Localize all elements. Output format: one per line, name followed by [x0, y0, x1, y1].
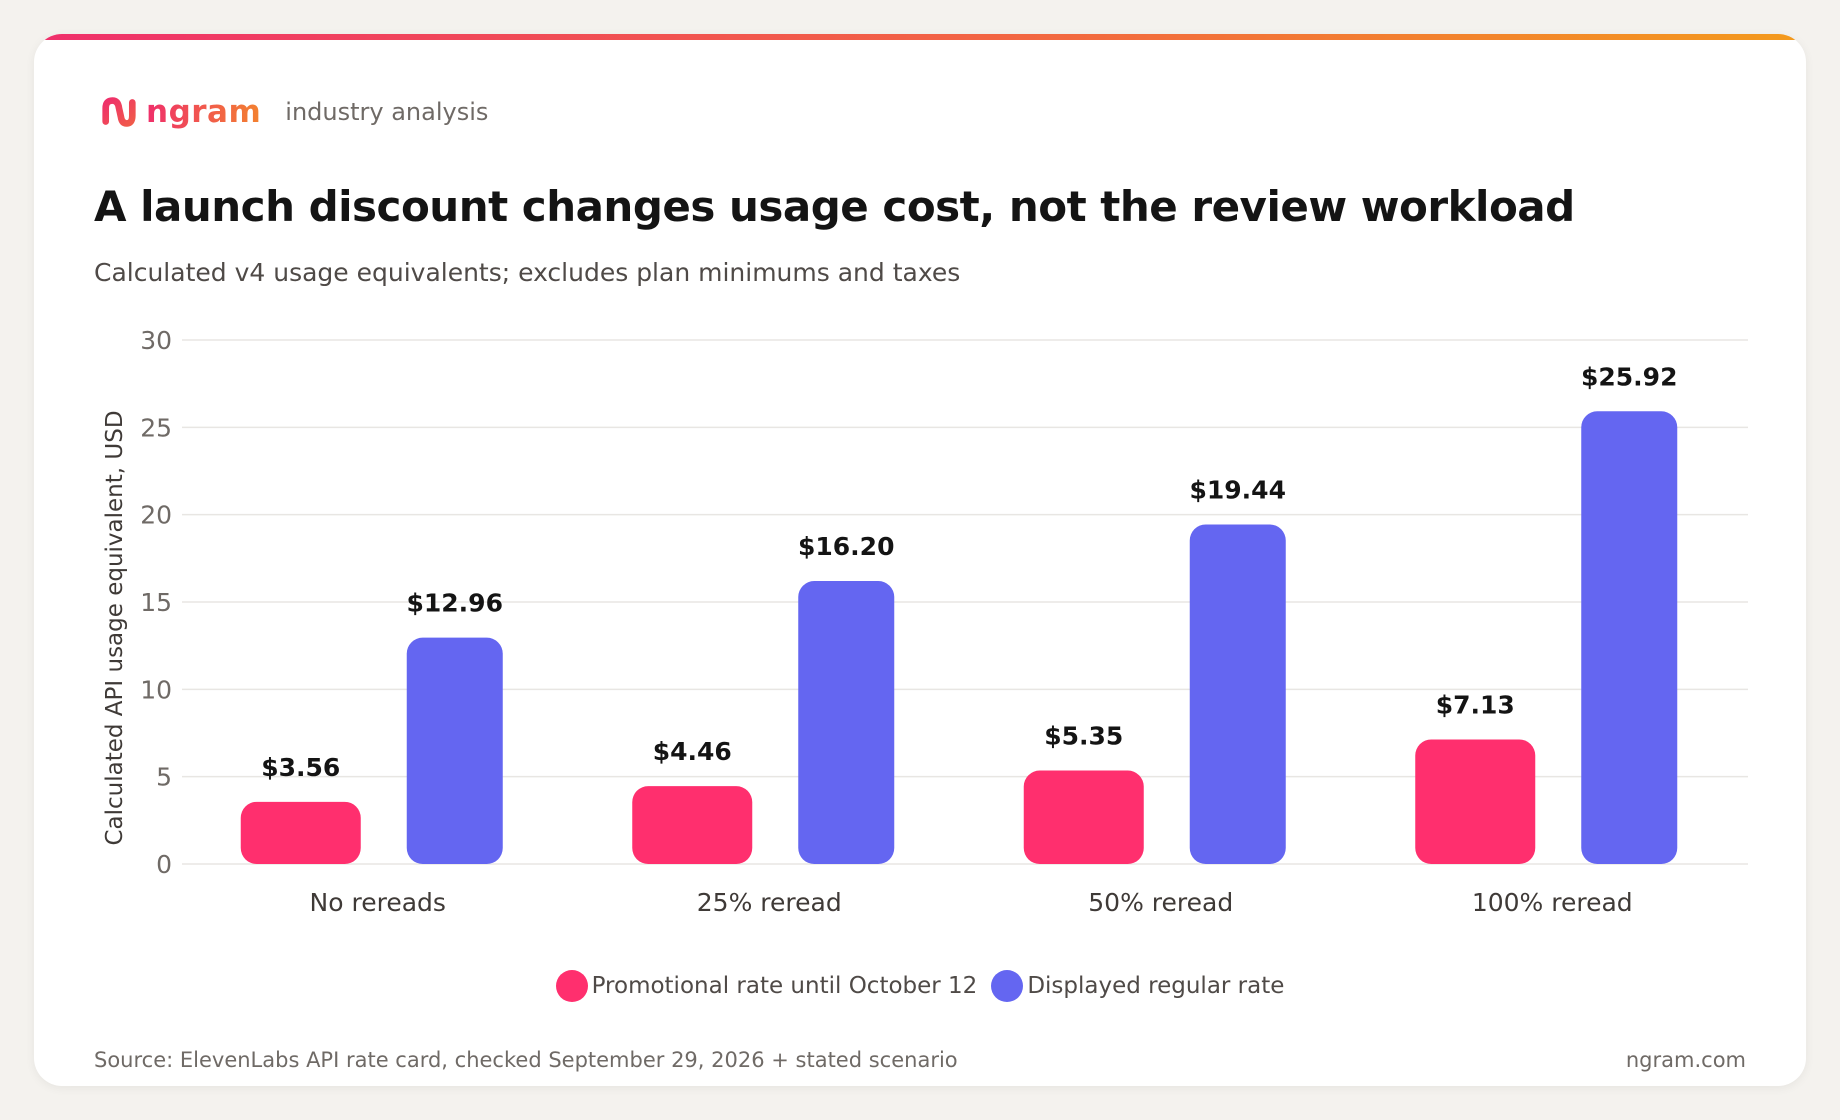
y-tick-label: 10	[140, 675, 172, 704]
brand-tag: industry analysis	[285, 98, 489, 126]
legend-label-regular: Displayed regular rate	[1027, 973, 1285, 999]
chart-legend: Promotional rate until October 12 Displa…	[34, 970, 1806, 1002]
legend-swatch-regular	[991, 970, 1024, 1002]
chart-card: ngram industry analysis A launch discoun…	[34, 34, 1806, 1086]
y-tick-label: 25	[140, 413, 172, 442]
data-label: $5.35	[1044, 722, 1123, 751]
y-tick-label: 15	[140, 588, 172, 617]
y-tick-label: 20	[140, 501, 172, 530]
x-category-label: 50% reread	[1088, 888, 1233, 917]
bar-promo	[1415, 739, 1536, 864]
bar-regular	[406, 637, 503, 864]
y-axis-title: Calculated API usage equivalent, USD	[102, 410, 128, 845]
x-category-label: 100% reread	[1472, 888, 1633, 917]
data-label: $19.44	[1190, 475, 1286, 504]
ngram-logo-icon	[102, 97, 136, 127]
chart-title: A launch discount changes usage cost, no…	[94, 182, 1575, 231]
chart-subtitle: Calculated v4 usage equivalents; exclude…	[94, 258, 961, 287]
legend-swatch-promo	[555, 970, 588, 1002]
legend-item-regular: Displayed regular rate	[991, 970, 1284, 1002]
y-tick-label: 30	[140, 326, 172, 355]
x-category-label: No rereads	[310, 888, 446, 917]
accent-bar	[34, 34, 1806, 40]
data-label: $4.46	[653, 737, 732, 766]
bar-regular	[1189, 524, 1286, 864]
bar-promo	[632, 786, 753, 864]
legend-item-promo: Promotional rate until October 12	[555, 970, 978, 1002]
y-tick-label: 5	[156, 763, 172, 792]
bar-promo	[1023, 770, 1144, 864]
data-label: $25.92	[1581, 362, 1677, 391]
bar-regular	[1581, 411, 1678, 864]
bar-chart: 0 5 10 15 20 25 30 Calculated API usage equival…	[102, 326, 1748, 917]
data-label: $3.56	[261, 753, 340, 782]
bar-promo	[240, 801, 361, 864]
data-label: $12.96	[407, 589, 503, 618]
footer-site: ngram.com	[1625, 1048, 1746, 1072]
footer-source: Source: ElevenLabs API rate card, checke…	[94, 1048, 958, 1072]
x-category-label: 25% reread	[697, 888, 842, 917]
brand-header: ngram industry analysis	[100, 90, 488, 134]
bar-regular	[798, 581, 895, 864]
y-tick-label: 0	[156, 850, 172, 879]
data-label: $7.13	[1436, 690, 1515, 719]
brand-name: ngram	[146, 94, 262, 130]
data-label: $16.20	[798, 532, 894, 561]
legend-label-promo: Promotional rate until October 12	[591, 973, 978, 999]
